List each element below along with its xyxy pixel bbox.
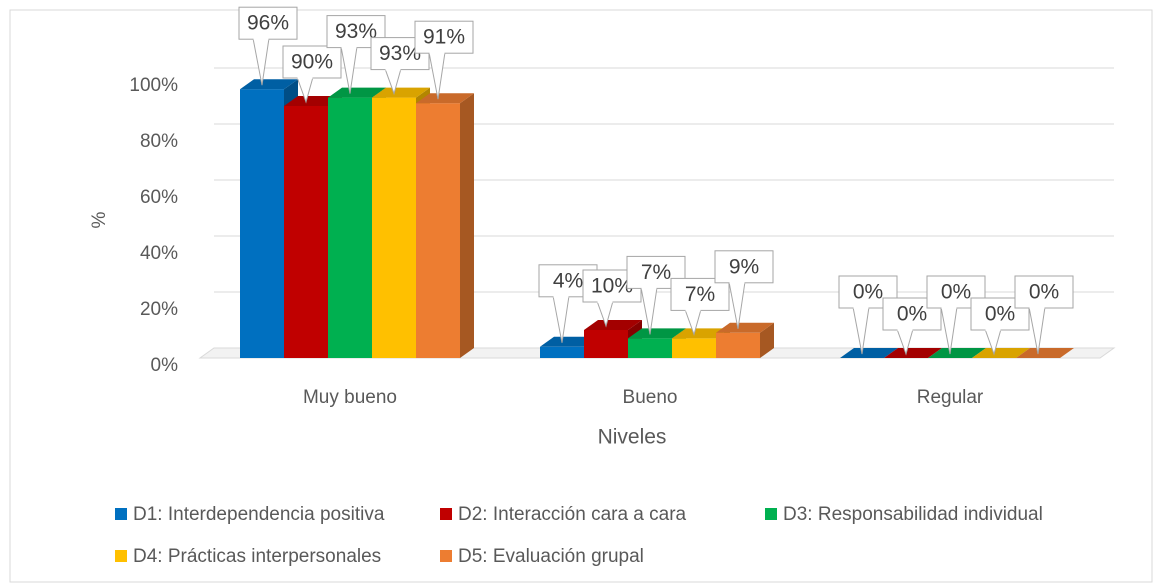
legend-swatch <box>440 550 452 562</box>
callout-box <box>238 6 298 40</box>
x-tick-label: Regular <box>917 387 984 408</box>
legend-label: D3: Responsabilidad individual <box>783 504 1043 525</box>
data-label: 7% <box>685 283 715 306</box>
data-label: 0% <box>853 281 883 304</box>
legend-label: D4: Prácticas interpersonales <box>133 546 381 567</box>
data-label: 93% <box>335 20 377 43</box>
callout-cover <box>341 45 357 49</box>
bar <box>672 338 716 358</box>
y-tick-label: 20% <box>140 299 178 320</box>
callout-cover <box>553 294 569 298</box>
legend-swatch <box>115 550 127 562</box>
data-label: 10% <box>591 275 633 298</box>
y-tick-label: 100% <box>129 75 178 96</box>
callout-box <box>282 45 342 79</box>
data-label: 0% <box>1029 281 1059 304</box>
x-tick-label: Bueno <box>623 387 678 408</box>
bar-top <box>928 348 986 358</box>
data-label: 7% <box>641 261 671 284</box>
bar <box>372 97 416 358</box>
bar-top <box>884 348 942 358</box>
bar <box>628 338 672 358</box>
y-tick-label: 0% <box>151 355 179 376</box>
bar <box>584 330 628 358</box>
legend-swatch <box>765 508 777 520</box>
callout-cover <box>1029 306 1045 309</box>
bar-side <box>760 322 774 358</box>
callout-box <box>670 277 730 311</box>
legend-label: D2: Interacción cara a cara <box>458 504 687 525</box>
y-tick-label: 40% <box>140 243 178 264</box>
bar <box>328 97 372 358</box>
y-tick-label: 80% <box>140 131 178 152</box>
callout-cover <box>985 328 1001 331</box>
callout-cover <box>853 306 869 309</box>
data-label: 4% <box>553 269 583 292</box>
callout-cover <box>641 286 657 290</box>
callout-cover <box>297 76 313 79</box>
callout-cover <box>385 67 401 71</box>
bar-top <box>672 328 730 339</box>
bar-top <box>540 336 598 347</box>
callout-cover <box>685 308 701 312</box>
bar-top <box>284 96 342 106</box>
bar-top <box>972 348 1030 358</box>
data-label: 0% <box>985 303 1015 326</box>
callout-cover <box>253 37 269 41</box>
legend-swatch <box>115 508 127 520</box>
legend-swatch <box>440 508 452 520</box>
y-axis-title: % <box>89 211 110 228</box>
callout-box <box>414 20 474 54</box>
bar-top <box>840 348 898 358</box>
bar-top <box>328 87 386 98</box>
callout-cover <box>941 306 957 309</box>
callout-box <box>1014 275 1074 309</box>
bar-top <box>628 328 686 339</box>
bar-side <box>460 93 474 358</box>
bar-top <box>716 322 774 333</box>
legend-label: D1: Interdependencia positiva <box>133 504 385 525</box>
data-label: 91% <box>423 26 465 49</box>
bar-top <box>372 87 430 98</box>
y-tick-label: 60% <box>140 187 178 208</box>
bar <box>540 346 584 358</box>
bar-top <box>584 320 642 330</box>
bar-top <box>1016 348 1074 358</box>
bar-top <box>416 93 474 104</box>
data-label: 90% <box>291 51 333 74</box>
bar <box>240 89 284 358</box>
data-label: 0% <box>941 281 971 304</box>
callout-cover <box>429 51 445 55</box>
bar-top <box>240 79 298 90</box>
callout-cover <box>729 280 745 284</box>
x-axis-title: Niveles <box>598 426 667 449</box>
data-label: 0% <box>897 303 927 326</box>
bar <box>416 103 460 358</box>
x-tick-label: Muy bueno <box>303 387 397 408</box>
bar <box>716 332 760 358</box>
legend-label: D5: Evaluación grupal <box>458 546 644 567</box>
callout-cover <box>597 300 613 303</box>
data-label: 9% <box>729 255 759 278</box>
bar <box>284 106 328 358</box>
data-label: 93% <box>379 42 421 65</box>
data-label: 96% <box>247 12 289 35</box>
callout-cover <box>897 328 913 331</box>
